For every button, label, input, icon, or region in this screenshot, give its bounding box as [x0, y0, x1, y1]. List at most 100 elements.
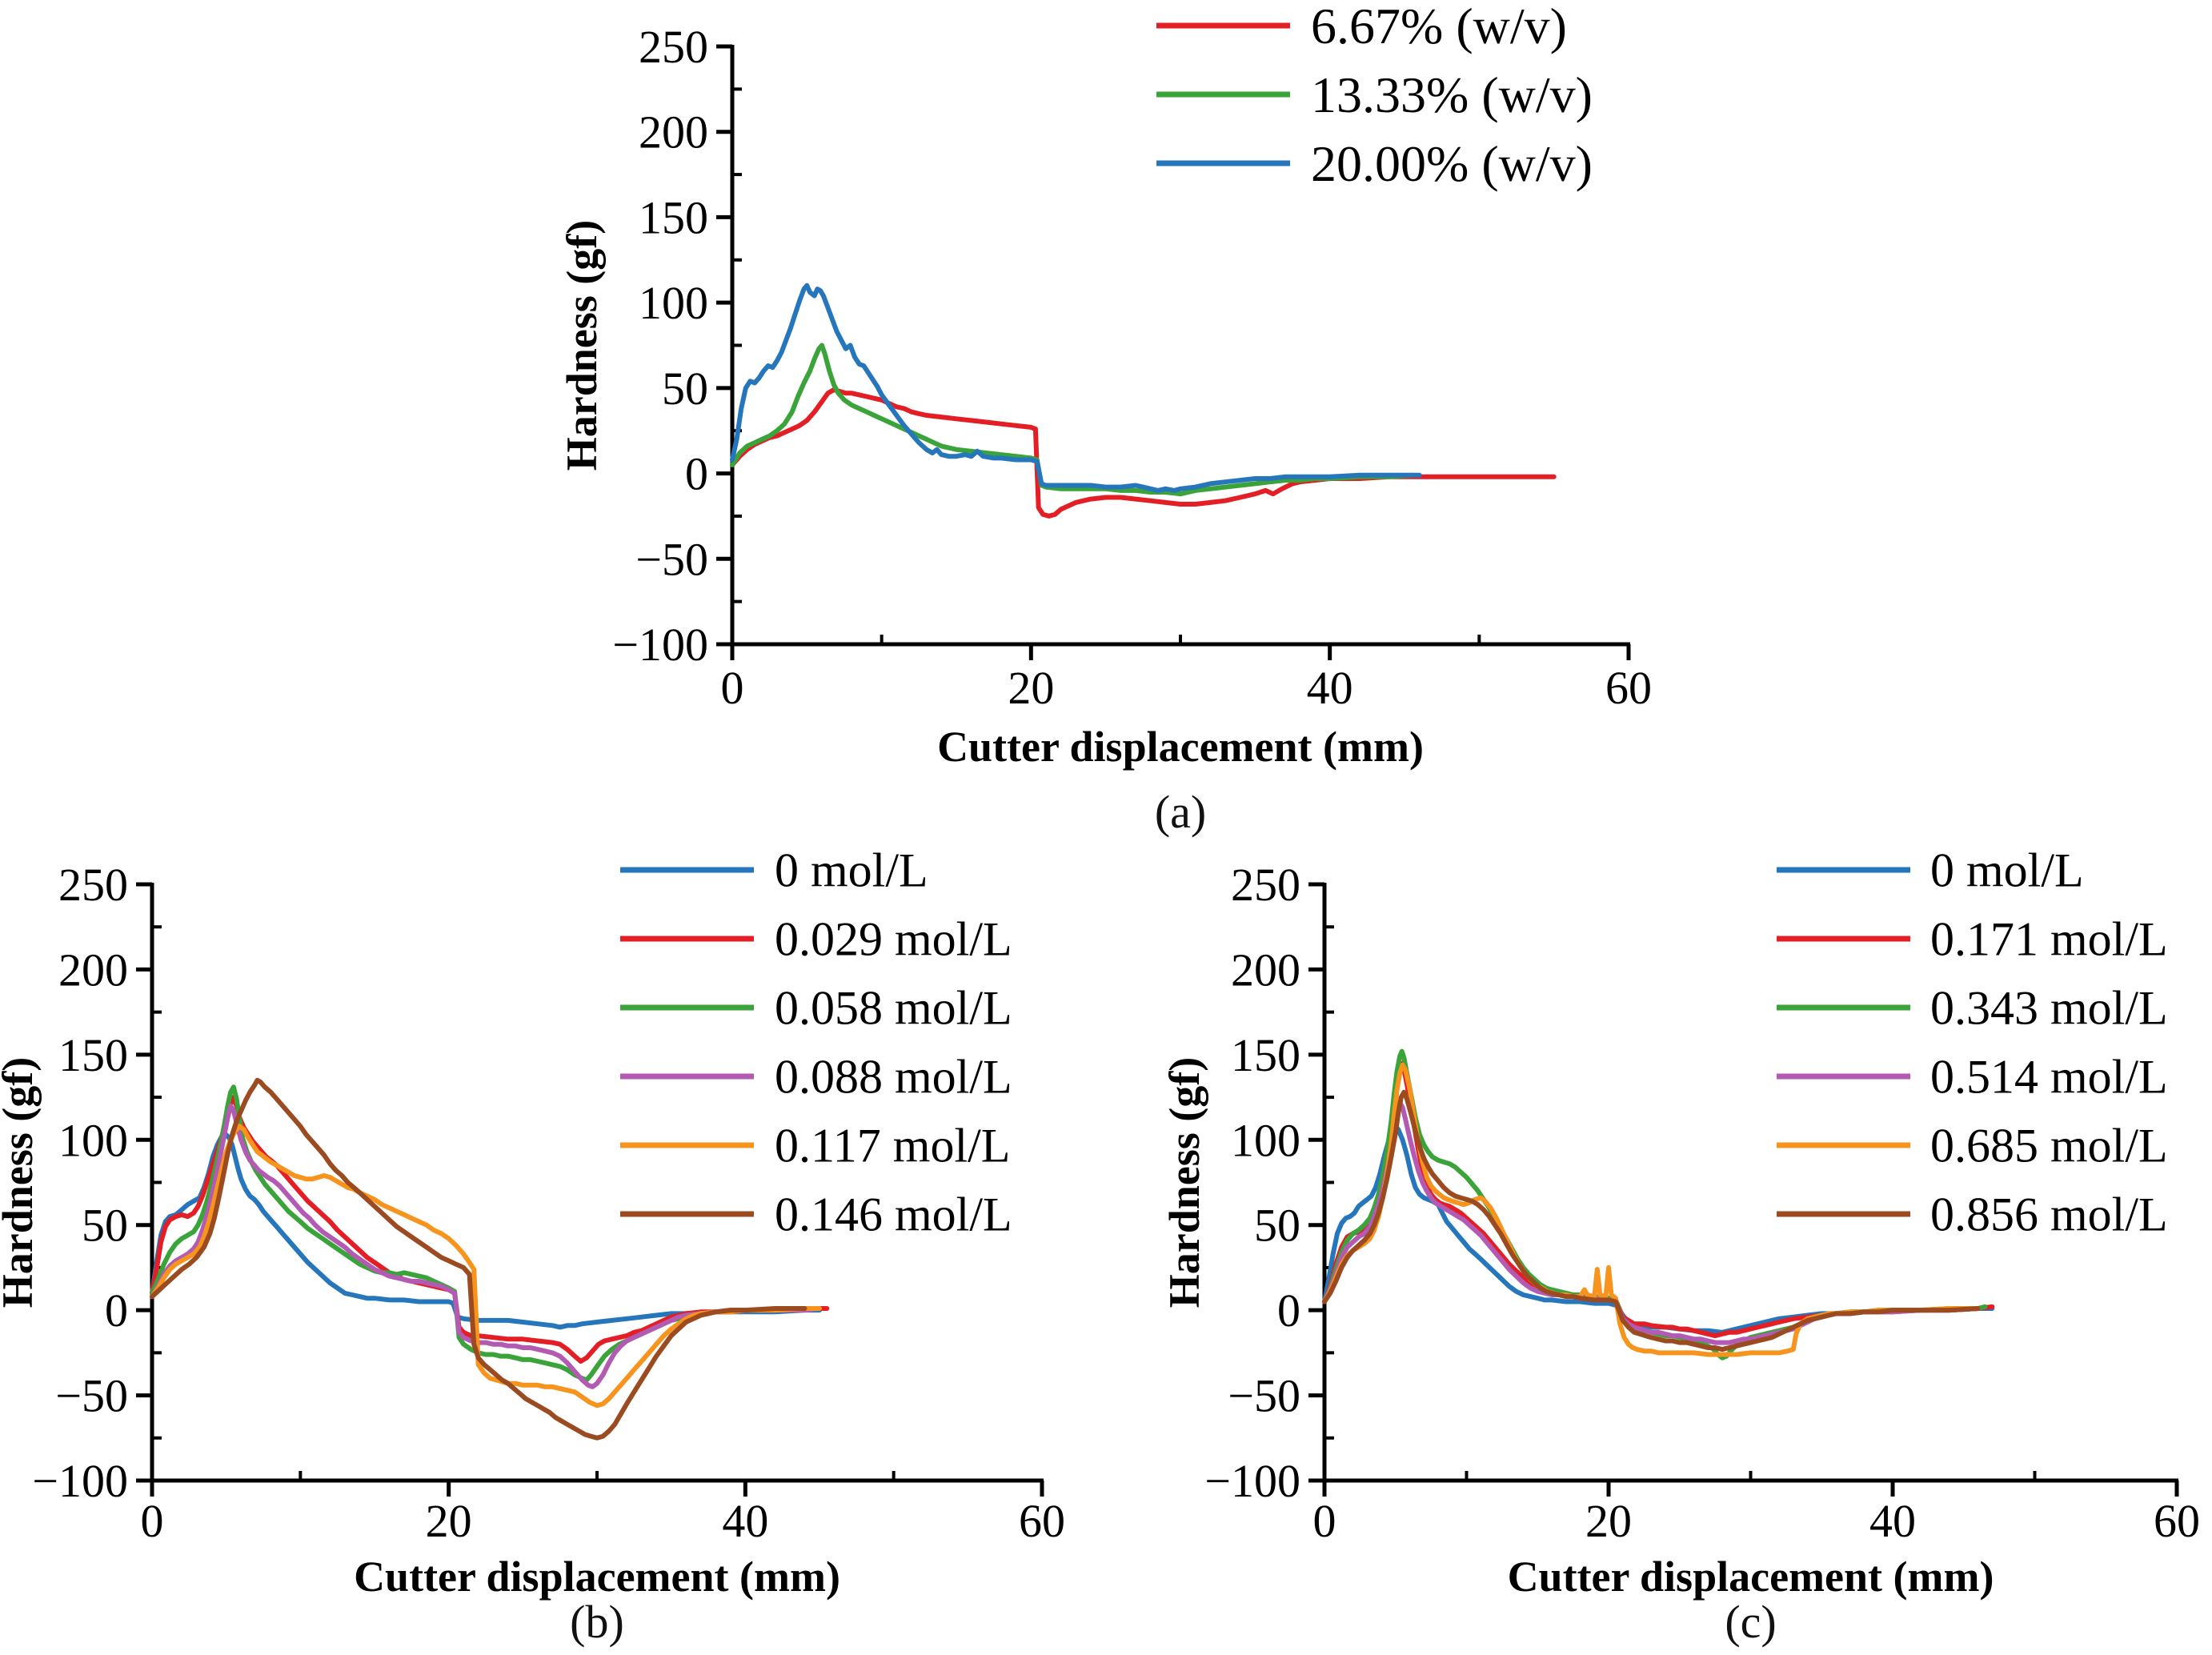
y-tick-label: −100 [32, 1455, 128, 1507]
x-tick-label: 60 [1605, 662, 1652, 714]
legend-entry: 0.146 mol/L [620, 1188, 1012, 1240]
legend-label: 0.685 mol/L [1930, 1119, 2168, 1172]
x-tick-label: 40 [1307, 662, 1353, 714]
legend-entry: 0.058 mol/L [620, 981, 1012, 1034]
legend-entry: 20.00% (w/v) [1156, 135, 1593, 192]
legend-label: 0.117 mol/L [775, 1119, 1010, 1172]
legend-entry: 0.685 mol/L [1777, 1119, 2168, 1172]
y-tick-label: 50 [1254, 1200, 1300, 1252]
x-tick-label: 20 [1008, 662, 1054, 714]
legend-entry: 0.343 mol/L [1777, 981, 2168, 1034]
y-tick-label: 200 [1231, 944, 1300, 996]
x-tick-label: 0 [1313, 1495, 1336, 1547]
series-group [730, 283, 1557, 519]
y-tick-label: −50 [1228, 1370, 1300, 1422]
y-axis-ticks: −100 −50 0 50 100 150 200 250 [1204, 859, 1334, 1507]
x-tick-label: 20 [426, 1495, 472, 1547]
y-tick-label: 200 [58, 944, 128, 996]
y-tick-label: −100 [612, 619, 708, 671]
y-tick-label: 100 [58, 1114, 128, 1166]
series-line-13.33-w-v- [730, 343, 1415, 497]
legend-label: 0.171 mol/L [1930, 912, 2168, 965]
series-line-0.146-mol-L [150, 1077, 807, 1441]
x-axis-ticks: 0 20 40 60 [721, 635, 1652, 714]
legend-label: 6.67% (w/v) [1311, 0, 1567, 54]
x-tick-label: 40 [1869, 1495, 1916, 1547]
y-tick-label: 200 [639, 106, 708, 158]
legend-entry: 0.514 mol/L [1777, 1050, 2168, 1103]
legend-entry: 0.088 mol/L [620, 1050, 1012, 1103]
legend-entry: 13.33% (w/v) [1156, 66, 1593, 123]
x-axis-ticks: 0 20 40 60 [1313, 1471, 2200, 1547]
y-axis-ticks: −100 −50 0 50 100 150 200 250 [612, 21, 742, 671]
y-tick-label: 0 [105, 1284, 128, 1336]
legend-entry: 0 mol/L [620, 844, 928, 896]
y-tick-label: 150 [1231, 1029, 1300, 1081]
x-axis-label: Cutter displacement (mm) [354, 1553, 840, 1601]
y-tick-label: 250 [639, 21, 708, 73]
y-tick-label: 0 [1277, 1284, 1300, 1336]
legend-label: 0.029 mol/L [775, 912, 1012, 965]
y-tick-label: 250 [58, 859, 128, 911]
y-tick-label: 150 [58, 1029, 128, 1081]
y-axis-label: Hardness (gf) [1160, 1057, 1208, 1308]
chart-c: −100 −50 0 50 100 150 200 250 0 20 40 60 Cutter disp… [1160, 844, 2200, 1601]
axes-c [1322, 883, 2178, 1483]
caption-c: (c) [1725, 1596, 1777, 1648]
y-tick-label: 100 [639, 277, 708, 329]
x-tick-label: 0 [141, 1495, 164, 1547]
x-axis-label: Cutter displacement (mm) [937, 723, 1424, 771]
y-tick-label: 50 [82, 1200, 128, 1252]
x-tick-label: 0 [721, 662, 744, 714]
y-tick-label: 250 [1231, 859, 1300, 911]
series-group [150, 1077, 830, 1441]
y-axis-ticks: −100 −50 0 50 100 150 200 250 [32, 859, 162, 1507]
y-axis-label: Hardness (gf) [0, 1057, 42, 1308]
y-tick-label: 50 [662, 363, 708, 415]
x-tick-label: 60 [2154, 1495, 2200, 1547]
legend-label: 0 mol/L [1930, 844, 2084, 896]
series-line-0-mol-L [1322, 1124, 1995, 1335]
legend-entry: 0.171 mol/L [1777, 912, 2168, 965]
y-tick-label: 0 [685, 448, 708, 500]
legend-entry: 0.117 mol/L [620, 1119, 1010, 1172]
legend-label: 0.058 mol/L [775, 981, 1012, 1034]
legend-entry: 6.67% (w/v) [1156, 0, 1567, 54]
legend-label: 0.856 mol/L [1930, 1188, 2168, 1240]
chart-b: −100 −50 0 50 100 150 200 250 0 20 40 60 Cutter disp… [0, 844, 1065, 1601]
x-tick-label: 20 [1585, 1495, 1632, 1547]
y-tick-label: 150 [639, 191, 708, 243]
legend-c: 0 mol/L 0.171 mol/L 0.343 mol/L 0.514 mol/L… [1777, 844, 2168, 1240]
y-tick-label: −100 [1204, 1455, 1300, 1507]
y-tick-label: 100 [1231, 1114, 1300, 1166]
legend-label: 0.146 mol/L [775, 1188, 1012, 1240]
series-line-6.67-w-v- [730, 387, 1557, 519]
legend-label: 13.33% (w/v) [1311, 66, 1593, 123]
series-group [1322, 1048, 1995, 1360]
axes-b [150, 883, 1044, 1483]
legend-label: 0 mol/L [775, 844, 928, 896]
legend-b: 0 mol/L 0.029 mol/L 0.058 mol/L 0.088 mol/L… [620, 844, 1012, 1240]
caption-b: (b) [570, 1596, 624, 1648]
series-line-20.00-w-v- [730, 283, 1422, 493]
legend-label: 0.343 mol/L [1930, 981, 2168, 1034]
x-axis-label: Cutter displacement (mm) [1508, 1553, 1994, 1601]
legend-entry: 0.029 mol/L [620, 912, 1012, 965]
legend-entry: 0.856 mol/L [1777, 1188, 2168, 1240]
y-tick-label: −50 [635, 533, 708, 585]
x-tick-label: 60 [1019, 1495, 1065, 1547]
chart-a: −100 −50 0 50 100 150 200 250 0 20 40 60 Cutter disp… [558, 0, 1652, 771]
legend-label: 20.00% (w/v) [1311, 135, 1593, 192]
legend-label: 0.514 mol/L [1930, 1050, 2168, 1103]
y-axis-label: Hardness (gf) [558, 220, 606, 471]
x-axis-ticks: 0 20 40 60 [141, 1471, 1065, 1547]
legend-label: 0.088 mol/L [775, 1050, 1012, 1103]
x-tick-label: 40 [722, 1495, 768, 1547]
y-tick-label: −50 [55, 1370, 128, 1422]
legend-a: 6.67% (w/v) 13.33% (w/v) 20.00% (w/v) [1156, 0, 1593, 192]
legend-entry: 0 mol/L [1777, 844, 2084, 896]
caption-a: (a) [1154, 786, 1207, 838]
series-line-0.856-mol-L [1322, 1089, 1981, 1352]
